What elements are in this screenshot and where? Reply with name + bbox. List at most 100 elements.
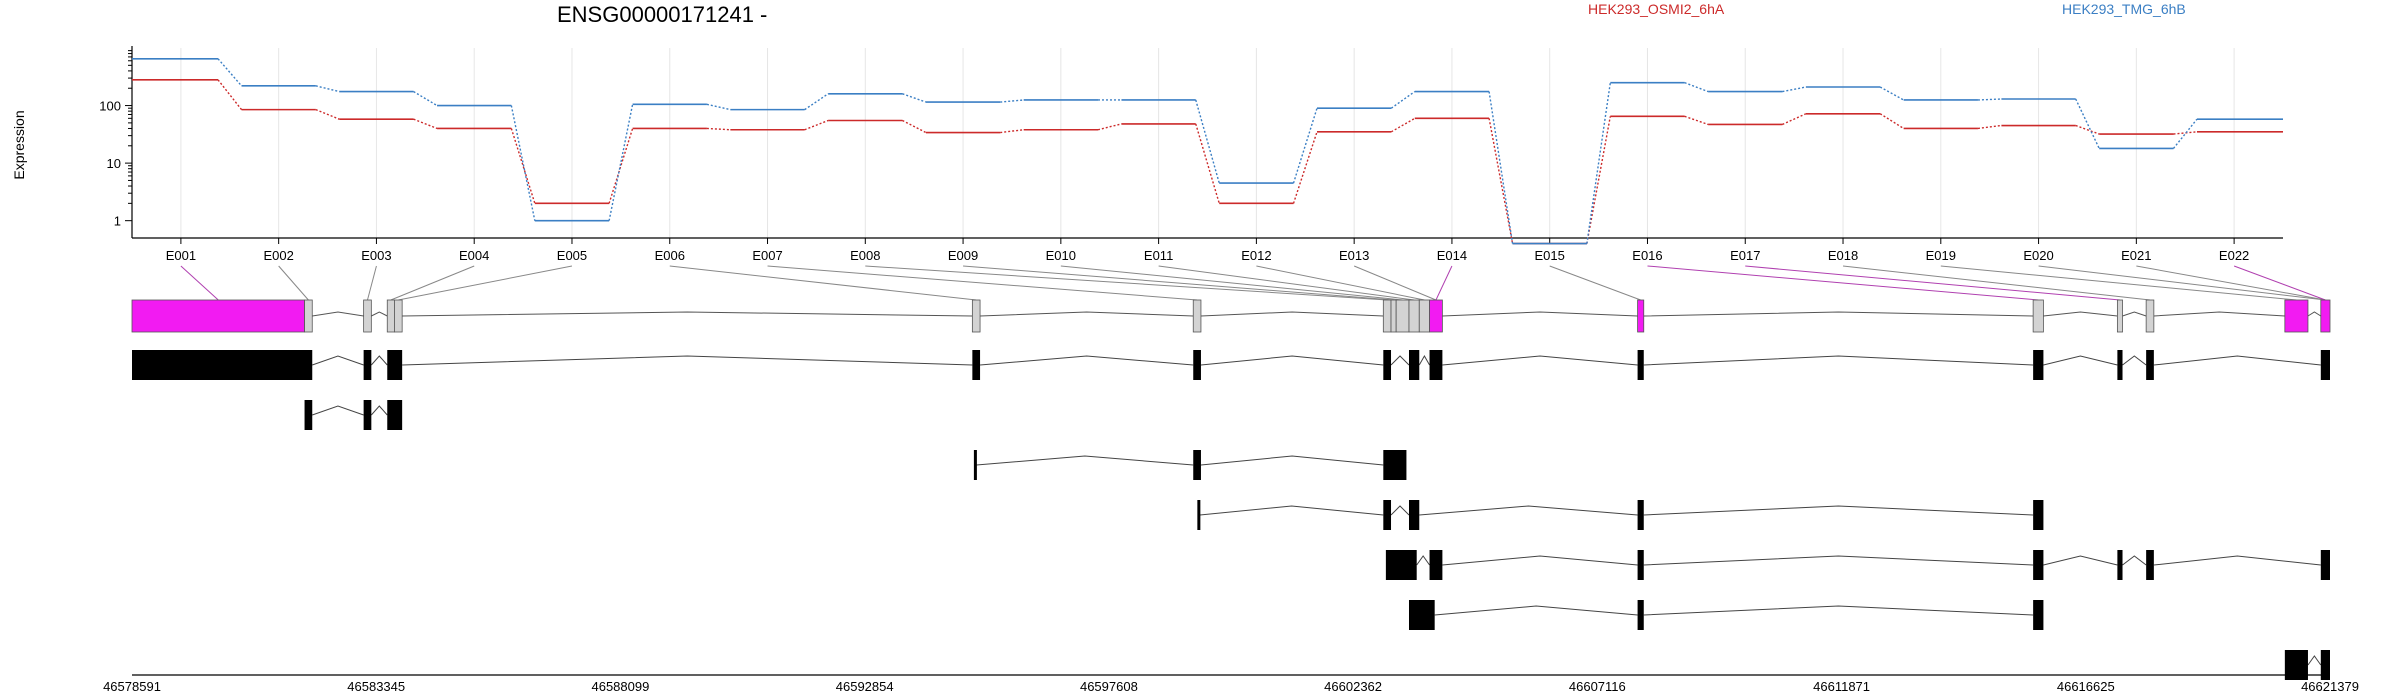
transcript-intron [1200,355,1384,366]
transcript-intron [312,405,364,416]
transcript-intron [1643,505,2034,516]
exon-connector [669,265,977,301]
segment-connector [804,93,829,111]
segment-connector [1390,117,1416,133]
segment-connector [1000,99,1024,103]
transcript-exon [2146,550,2154,580]
segment-connector [1488,91,1514,244]
exon-connector [767,265,1198,301]
exon-connector [865,265,1388,301]
segment-connector [1586,116,1612,244]
transcript-exon [973,450,977,480]
exon-tick-label: E022 [2219,248,2249,263]
transcript-intron [1200,455,1384,466]
transcript-exon [2320,650,2330,680]
transcript-exon [2033,550,2044,580]
segment-connector [315,108,340,120]
exon-tick-label: E002 [263,248,293,263]
transcript-intron [370,355,388,366]
segment-connector [1782,113,1807,126]
transcript-intron [1416,555,1430,566]
exon-tick-label: E021 [2121,248,2151,263]
transcript-intron [976,455,1194,466]
transcript-exon [1408,600,1435,630]
transcript-exon [1408,350,1420,380]
transcript-intron [1434,605,1638,616]
exon-connector [963,265,1394,301]
intron-line [2153,311,2285,317]
transcript-intron [1419,505,1638,516]
transcript-intron [1643,355,2034,366]
segment-connector [1195,99,1220,184]
transcript-exon [1383,350,1392,380]
exon-block [1418,299,1430,333]
exon-connector [1353,265,1437,301]
legend-series-1: HEK293_OSMI2_6hA [1588,1,1725,17]
segment-connector [706,103,731,111]
exon-block [363,299,372,333]
transcript-intron [402,355,973,366]
exon-connector [390,265,475,301]
exon-block [1192,299,1202,333]
transcript-exon [972,350,981,380]
segment-connector [2075,124,2100,135]
genomic-coordinate-label: 46607116 [1569,679,1626,694]
transcript-exon [1383,500,1392,530]
segment-connector [2075,98,2100,149]
intron-line [312,311,364,317]
segment-connector [1488,118,1514,244]
y-tick-label: 100 [99,99,121,114]
transcript-exon [2146,350,2154,380]
transcript-row [1385,550,2330,580]
transcript-exon [1637,600,1644,630]
intron-line [402,311,973,317]
transcript-intron [2122,555,2147,566]
genomic-coordinate-axis: 46578591 46583345 46588099 46592854 46597608… [103,674,2359,694]
transcript-exon [363,350,372,380]
transcript-intron [2153,355,2321,366]
transcript-intron [2307,655,2322,666]
transcript-exon [2033,350,2044,380]
transcript-exon [2117,350,2123,380]
segment-connector [1292,107,1318,184]
intron-line [1442,311,1638,317]
transcript-exon [1408,500,1420,530]
segment-connector [608,128,634,204]
genomic-coordinate-label: 46621379 [2301,679,2359,694]
transcript-exon [1429,550,1443,580]
exon-map [131,265,2331,333]
segment-connector [1977,98,2002,101]
segment-connector [1292,131,1318,204]
exon-tick-label: E014 [1437,248,1467,263]
transcript-intron [370,405,388,416]
y-axis-label: Expression [11,110,27,179]
exon-block [2116,299,2123,333]
exon-block [131,299,305,333]
transcript-intron [2043,555,2118,566]
y-tick-label: 10 [107,156,121,171]
exon-block [1429,299,1443,333]
segment-connector [804,119,829,131]
genomic-coordinate-label: 46602362 [1324,679,1382,694]
y-tick-label: 1 [114,214,121,229]
segment-connector [413,90,438,107]
plot-area: 1 10 100 E001 E002 E003 E004 E005 E006 E007 E008 E0… [99,46,2283,263]
exon-connector [398,265,573,301]
exon-block [394,299,403,333]
genomic-coordinate-label: 46592854 [836,679,894,694]
exon-connector [278,265,309,301]
transcript-row [1408,600,2044,630]
genomic-coordinate-label: 46611871 [1813,679,1870,694]
transcript-exon [1193,450,1201,480]
exon-tick-label: E005 [557,248,587,263]
transcript-exon [363,400,372,430]
transcript-models [132,350,2330,680]
segment-connector [1879,113,1905,130]
exon-tick-label: E018 [1828,248,1858,263]
transcript-exon [2284,650,2308,680]
intron-line [2043,311,2118,317]
exon-tick-label: E012 [1241,248,1271,263]
exon-connector [366,265,377,301]
transcript-intron [980,355,1194,366]
